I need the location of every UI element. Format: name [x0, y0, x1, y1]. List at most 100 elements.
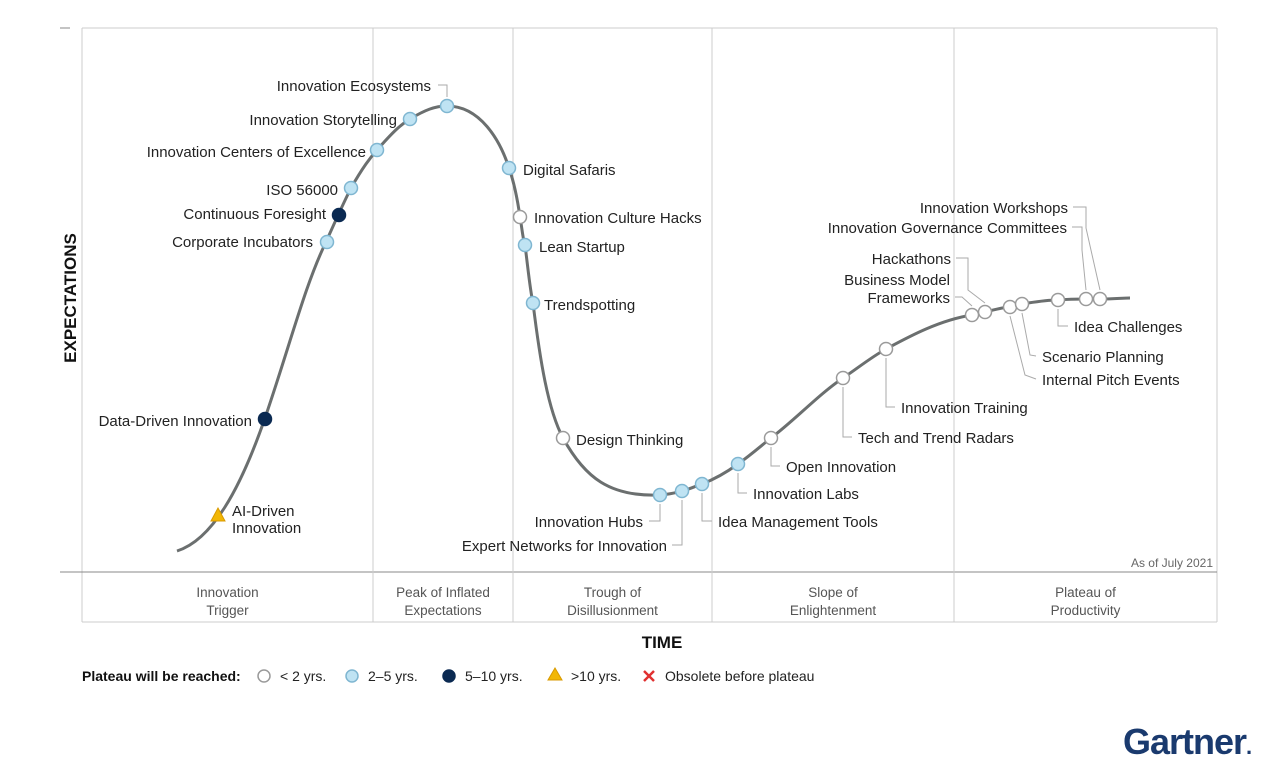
phase-label: Trigger: [206, 603, 249, 618]
tech-label: Innovation Ecosystems: [277, 78, 431, 95]
leader-line: [672, 500, 683, 546]
leader-line: [1072, 226, 1087, 291]
tech-label: Innovation Centers of Excellence: [147, 144, 366, 161]
technology-markers: [210, 98, 1108, 522]
tech-marker: [878, 341, 894, 357]
tech-label-line2: Innovation: [232, 520, 301, 537]
tech-marker: [1078, 291, 1094, 307]
leader-line: [1021, 312, 1037, 357]
tech-label: Idea Challenges: [1074, 319, 1182, 336]
phase-label: Plateau of: [1055, 585, 1116, 600]
legend-label: Obsolete before plateau: [665, 668, 814, 684]
tech-marker: [331, 207, 347, 223]
tech-marker: [674, 483, 690, 499]
phase-label: Peak of Inflated: [396, 585, 490, 600]
y-axis-title: EXPECTATIONS: [61, 233, 80, 363]
tech-marker: [964, 307, 980, 323]
legend-marker: [442, 669, 456, 683]
tech-marker: [210, 506, 226, 522]
tech-marker: [512, 209, 528, 225]
tech-label: Lean Startup: [539, 239, 625, 256]
tech-label: Data-Driven Innovation: [99, 413, 252, 430]
tech-marker: [652, 487, 668, 503]
plot-frame: [60, 27, 1218, 623]
hype-curve: [176, 104, 1131, 553]
tech-label: Continuous Foresight: [183, 206, 326, 223]
tech-label: Innovation Training: [901, 400, 1028, 417]
tech-marker: [1092, 291, 1108, 307]
legend-title: Plateau will be reached:: [82, 668, 241, 684]
legend: Plateau will be reached: < 2 yrs. 2–5 yrs…: [82, 667, 814, 684]
gartner-logo: Gartner .: [1123, 721, 1252, 762]
tech-marker: [694, 476, 710, 492]
phase-label: Trough of: [584, 585, 642, 600]
leader-line: [1009, 315, 1037, 380]
phase-label: Enlightenment: [790, 603, 877, 618]
legend-label: 2–5 yrs.: [368, 668, 418, 684]
leader-line: [1073, 206, 1101, 291]
legend-marker: [345, 669, 359, 683]
legend-marker: [257, 669, 271, 683]
tech-label: Idea Management Tools: [718, 514, 878, 531]
tech-label: Scenario Planning: [1042, 349, 1164, 366]
leader-line: [955, 296, 973, 307]
tech-label: Innovation Workshops: [920, 200, 1068, 217]
leader-line: [737, 473, 747, 494]
phase-label: Innovation: [196, 585, 258, 600]
tech-label: Business Model: [844, 272, 950, 289]
tech-label: Corporate Incubators: [172, 234, 313, 251]
tech-marker: [1002, 299, 1018, 315]
tech-marker: [730, 456, 746, 472]
tech-marker: [1050, 292, 1066, 308]
leader-line: [701, 493, 712, 522]
tech-marker: [517, 237, 533, 253]
leader-line: [842, 387, 852, 438]
tech-marker: [402, 111, 418, 127]
tech-marker: [977, 304, 993, 320]
legend-label: 5–10 yrs.: [465, 668, 523, 684]
phase-label: Expectations: [404, 603, 482, 618]
leader-lines: [438, 84, 1101, 546]
tech-label: AI-Driven: [232, 503, 295, 520]
tech-label: Hackathons: [872, 251, 951, 268]
tech-marker: [1014, 296, 1030, 312]
tech-label: Expert Networks for Innovation: [462, 538, 667, 555]
tech-marker: [369, 142, 385, 158]
tech-label: Internal Pitch Events: [1042, 372, 1180, 389]
as-of-label: As of July 2021: [1131, 556, 1213, 570]
tech-marker: [835, 370, 851, 386]
tech-marker: [501, 160, 517, 176]
tech-marker: [257, 411, 273, 427]
tech-label: Tech and Trend Radars: [858, 430, 1014, 447]
leader-line: [438, 84, 448, 97]
phase-labels: Innovation Trigger Peak of Inflated Expecta…: [196, 585, 1120, 618]
gartner-logo-text: Gartner: [1123, 721, 1247, 762]
legend-marker: [547, 667, 563, 681]
tech-label: Innovation Hubs: [535, 514, 643, 531]
phase-label: Disillusionment: [567, 603, 658, 618]
tech-marker: [555, 430, 571, 446]
tech-label-line2: Frameworks: [867, 290, 950, 307]
leader-line: [885, 358, 895, 408]
phase-label: Productivity: [1051, 603, 1121, 618]
tech-marker: [439, 98, 455, 114]
tech-marker: [343, 180, 359, 196]
legend-marker: [643, 670, 655, 682]
tech-label: ISO 56000: [266, 182, 338, 199]
tech-label: Digital Safaris: [523, 162, 616, 179]
leader-line: [770, 447, 780, 467]
leader-line: [649, 504, 661, 522]
tech-label: Innovation Storytelling: [249, 112, 397, 129]
phase-dividers: [372, 28, 955, 622]
tech-label: Innovation Culture Hacks: [534, 210, 702, 227]
leader-line: [956, 257, 986, 304]
tech-marker: [763, 430, 779, 446]
tech-marker: [525, 295, 541, 311]
leader-line: [1057, 309, 1068, 327]
tech-label: Trendspotting: [544, 297, 635, 314]
tech-marker: [319, 234, 335, 250]
tech-label: Innovation Labs: [753, 486, 859, 503]
tech-label: Open Innovation: [786, 459, 896, 476]
